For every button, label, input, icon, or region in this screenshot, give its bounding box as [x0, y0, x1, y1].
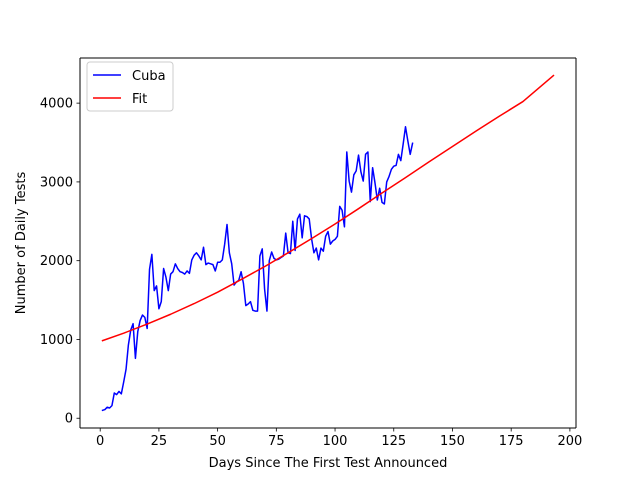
y-tick-label: 4000 [40, 97, 73, 112]
x-tick-label: 100 [323, 434, 348, 449]
x-tick-label: 25 [151, 434, 168, 449]
series-line-fit [101, 74, 555, 342]
x-tick-label: 50 [209, 434, 226, 449]
y-tick-label: 3000 [40, 175, 73, 190]
series-line-cuba [101, 126, 414, 412]
x-tick-label: 200 [557, 434, 582, 449]
y-axis-ticks: 0 1000 2000 3000 4000 [40, 97, 80, 427]
series-layer [101, 74, 555, 412]
x-tick-label: 75 [268, 434, 285, 449]
legend: Cuba Fit [86, 61, 174, 112]
legend-label-fit: Fit [132, 92, 147, 107]
y-tick-label: 0 [65, 412, 73, 427]
axes-frame [79, 57, 577, 429]
x-tick-label: 175 [499, 434, 524, 449]
x-axis-ticks: 0 25 50 75 100 125 150 175 200 [96, 428, 582, 449]
legend-label-cuba: Cuba [132, 69, 166, 84]
x-tick-label: 0 [96, 434, 104, 449]
y-tick-label: 1000 [40, 333, 73, 348]
x-tick-label: 125 [381, 434, 406, 449]
x-tick-label: 150 [440, 434, 465, 449]
plot-area [80, 58, 576, 428]
x-axis-label: Days Since The First Test Announced [209, 456, 448, 471]
y-tick-label: 2000 [40, 254, 73, 269]
y-axis-label: Number of Daily Tests [14, 172, 29, 315]
